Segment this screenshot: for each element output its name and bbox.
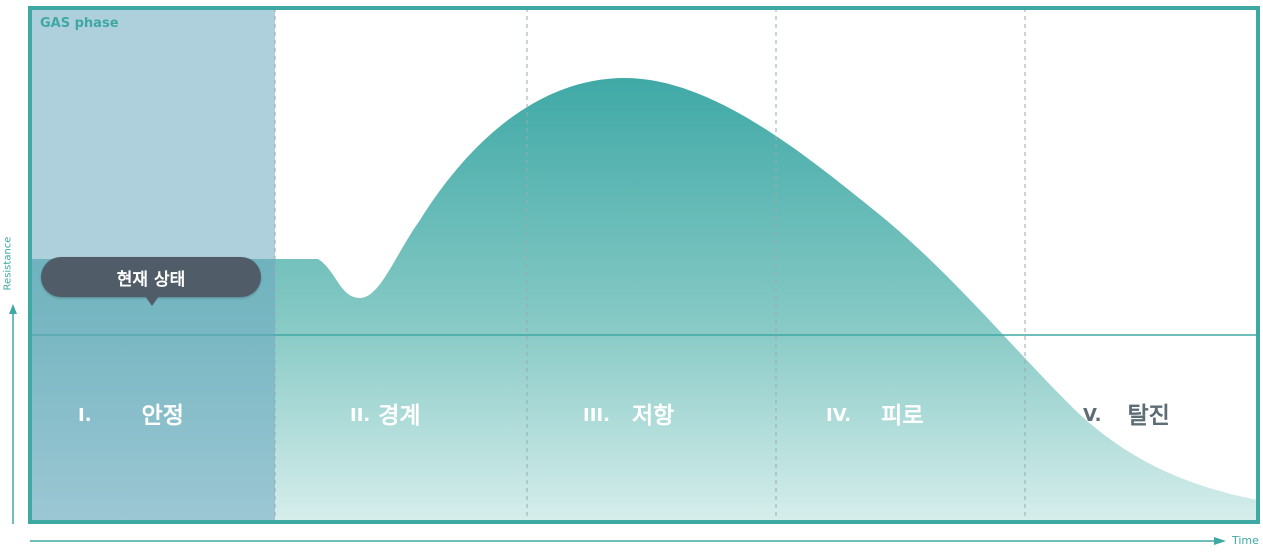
current-state-badge: 현재 상태 (41, 257, 261, 297)
stage-label-2: II. 경계 (350, 396, 421, 430)
stage-label-1: I. 안정 (78, 396, 184, 430)
stage-number: V. (1083, 405, 1102, 426)
diagram-title: GAS phase (40, 16, 119, 31)
badge-pointer-icon (145, 296, 159, 306)
stage-label-3: III. 저항 (583, 396, 674, 430)
stage-number: II. (350, 405, 371, 426)
stage-label-5: V. 탈진 (1083, 396, 1170, 430)
stage-name: 탈진 (1127, 403, 1170, 429)
y-axis-arrow-icon (9, 304, 17, 314)
stage-number: IV. (826, 405, 852, 426)
stage-number: I. (78, 405, 92, 426)
resistance-curve-area (30, 78, 1258, 522)
x-axis-arrow-icon (1214, 537, 1226, 545)
stage-number: III. (583, 405, 610, 426)
diagram-frame (28, 6, 1260, 524)
stage-name: 저항 (631, 403, 675, 429)
stage-name: 안정 (141, 403, 184, 429)
stage-name: 피로 (881, 403, 924, 429)
stage-name: 경계 (378, 403, 421, 429)
x-axis-label: Time (1232, 534, 1259, 547)
stage-label-4: IV. 피로 (826, 396, 923, 430)
y-axis-label: Resistance (2, 236, 14, 291)
